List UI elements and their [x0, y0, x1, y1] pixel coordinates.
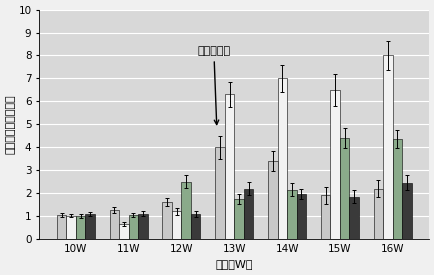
Bar: [57, 215, 66, 239]
Bar: [277, 78, 286, 239]
Bar: [171, 211, 181, 239]
Bar: [66, 216, 76, 239]
Bar: [109, 210, 119, 239]
Text: 性成熟启动: 性成熟启动: [197, 46, 230, 125]
Bar: [191, 214, 200, 239]
Bar: [181, 182, 191, 239]
Bar: [234, 199, 243, 239]
Bar: [162, 202, 171, 239]
Bar: [401, 183, 411, 239]
Bar: [215, 147, 224, 239]
Bar: [349, 197, 358, 239]
Bar: [373, 189, 382, 239]
X-axis label: 周龄（W）: 周龄（W）: [215, 259, 253, 270]
Bar: [286, 190, 296, 239]
Bar: [382, 56, 392, 239]
Bar: [320, 196, 329, 239]
Y-axis label: 相对表达水平（绶）: 相对表达水平（绶）: [6, 95, 16, 154]
Bar: [85, 214, 95, 239]
Bar: [296, 194, 306, 239]
Bar: [329, 90, 339, 239]
Bar: [76, 216, 85, 239]
Bar: [267, 161, 277, 239]
Bar: [243, 189, 253, 239]
Bar: [224, 94, 234, 239]
Bar: [119, 224, 128, 239]
Bar: [128, 215, 138, 239]
Bar: [339, 138, 349, 239]
Bar: [138, 214, 147, 239]
Bar: [392, 139, 401, 239]
